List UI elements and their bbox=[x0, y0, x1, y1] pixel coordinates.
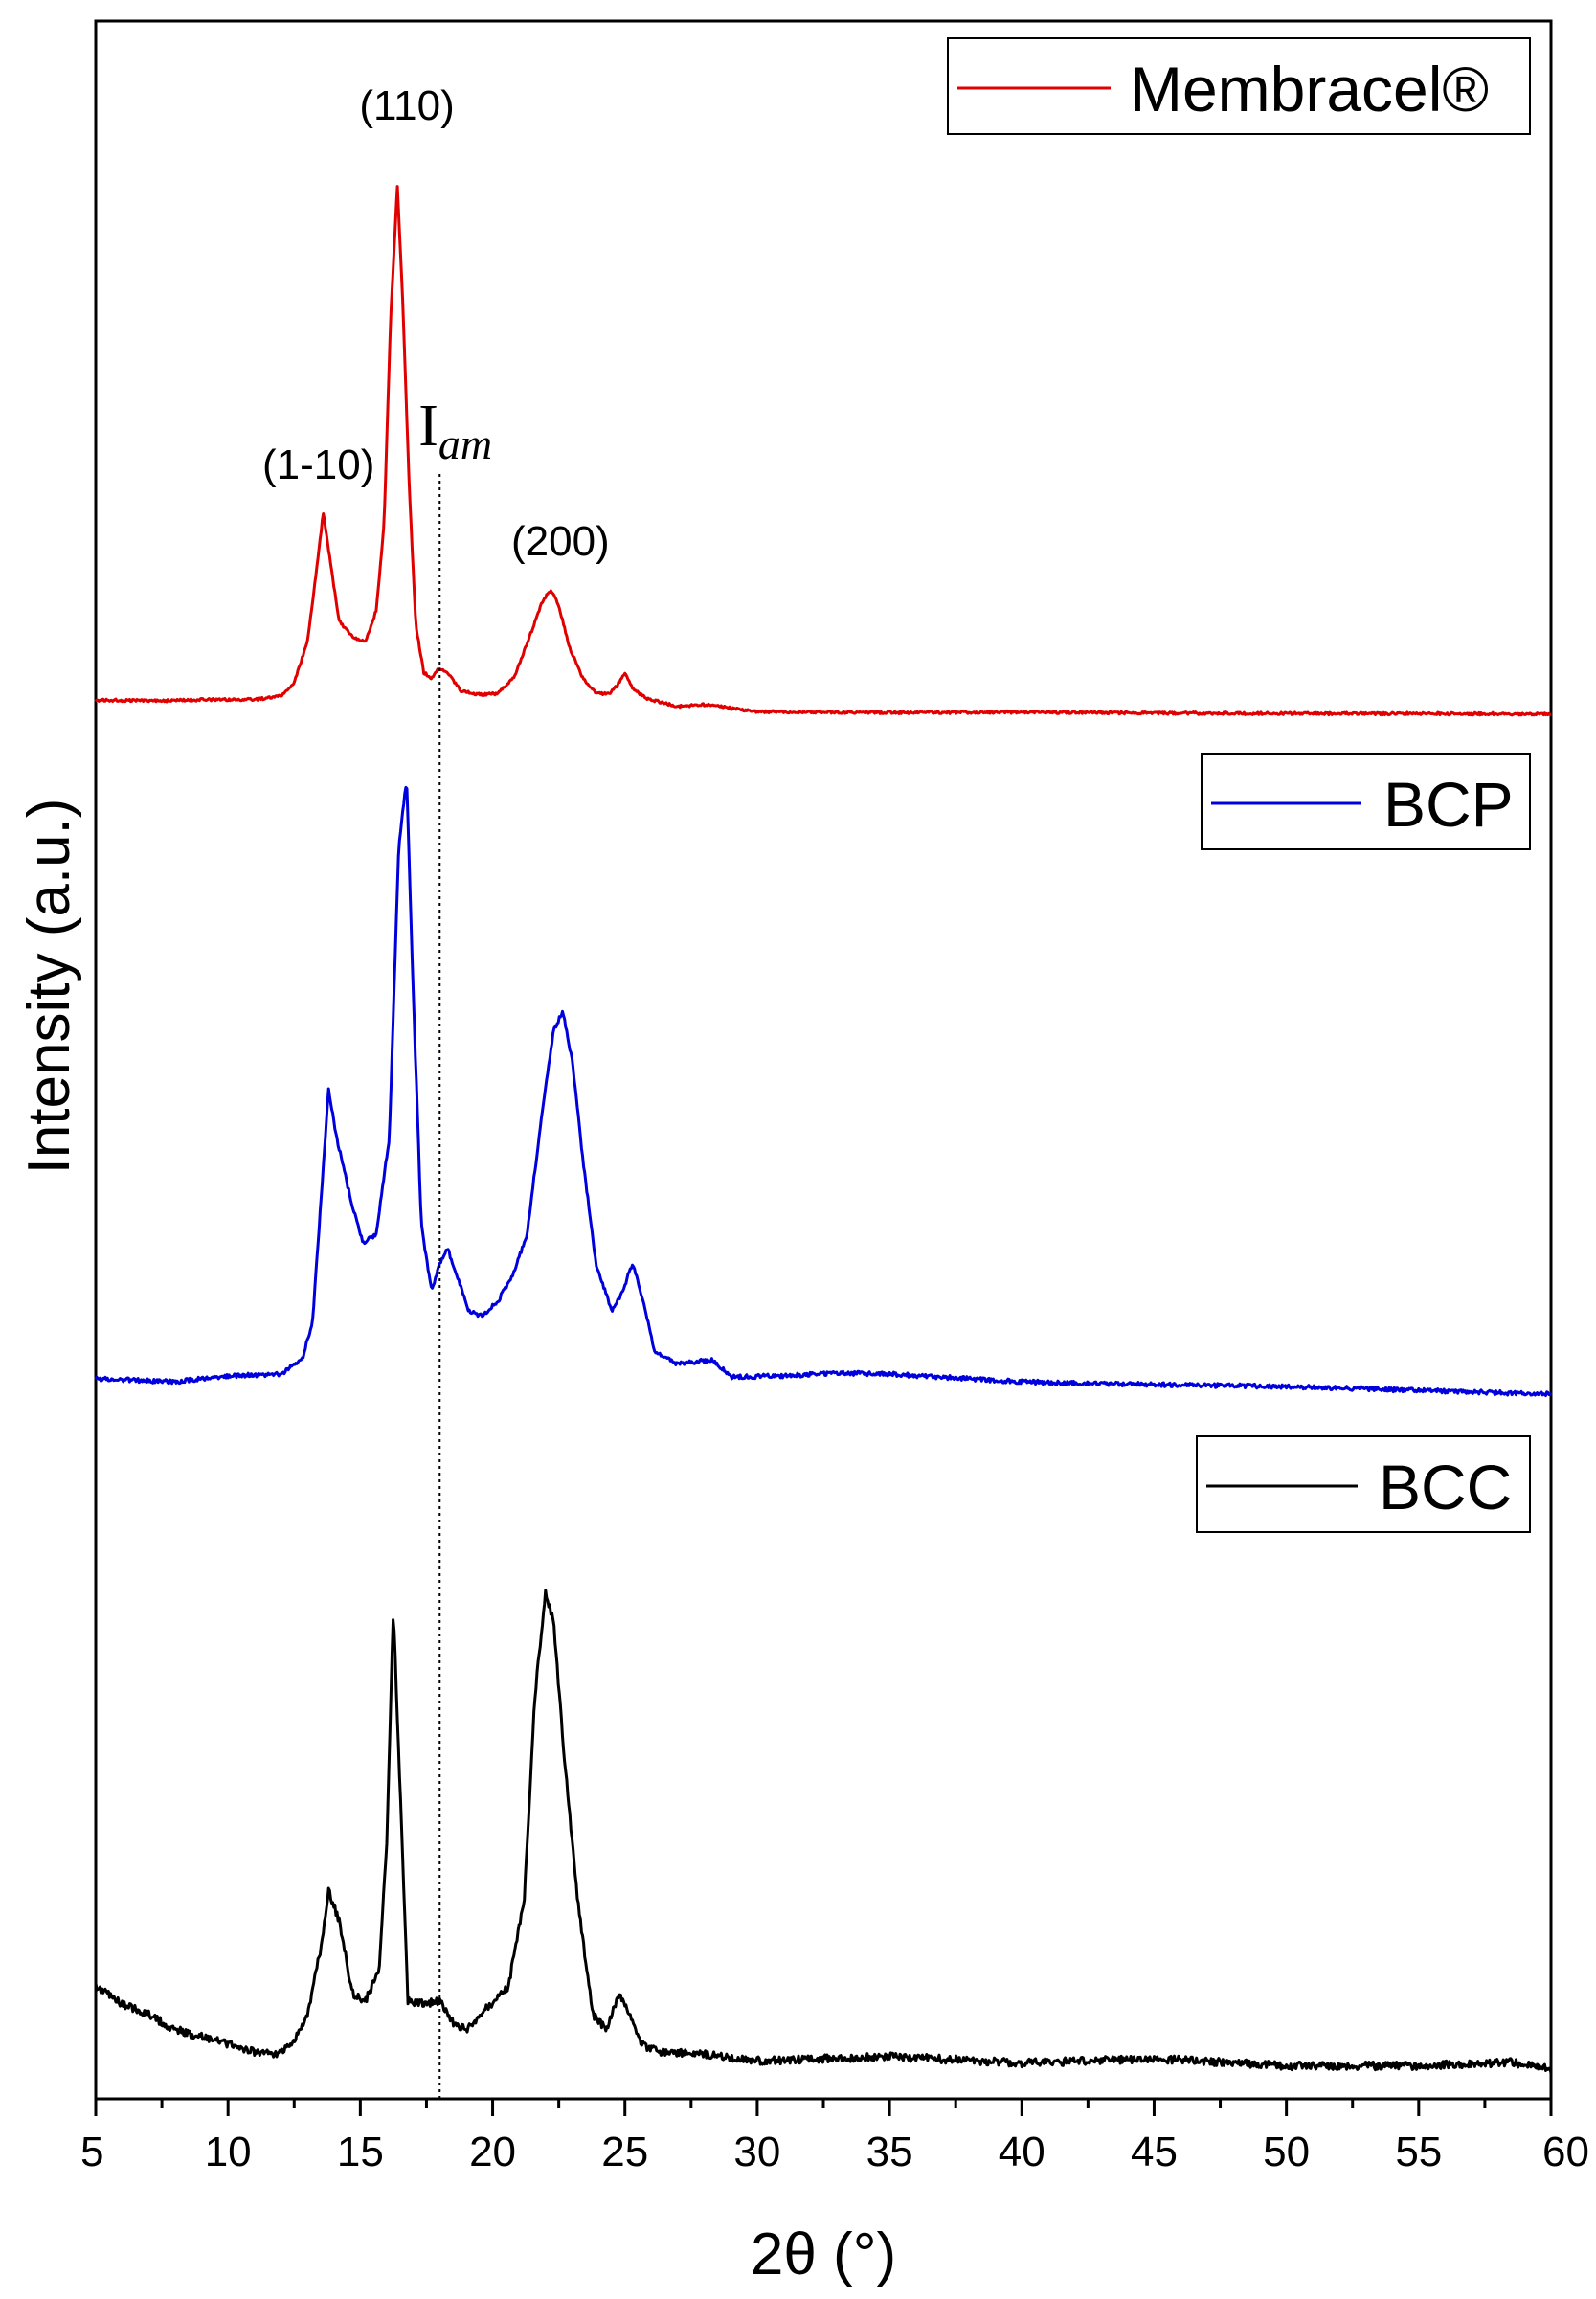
x-axis: 5 10 15 20 25 30 35 40 45 50 55 60 bbox=[80, 2099, 1589, 2175]
peak-label-1-10: (1-10) bbox=[262, 441, 374, 488]
x-tick-label: 35 bbox=[866, 2129, 913, 2175]
series-line-bcp bbox=[94, 785, 1553, 1397]
y-axis-title: Intensity (a.u.) bbox=[16, 799, 82, 1175]
x-tick-label: 40 bbox=[999, 2129, 1045, 2175]
peak-label-200: (200) bbox=[511, 518, 610, 565]
legend-membracel: Membracel® bbox=[947, 37, 1531, 135]
legend-label-bcp: BCP bbox=[1383, 769, 1514, 840]
series-line-bcc bbox=[94, 1589, 1553, 2074]
x-tick-label: 10 bbox=[205, 2129, 252, 2175]
amorphous-intensity-subscript: am bbox=[438, 419, 492, 468]
amorphous-intensity-label: Iam bbox=[418, 394, 492, 468]
x-tick-label: 30 bbox=[733, 2129, 780, 2175]
legend-box-membracel bbox=[947, 37, 1531, 135]
x-tick-label: 55 bbox=[1395, 2129, 1442, 2175]
legend-bcc: BCC bbox=[1196, 1435, 1531, 1533]
amorphous-intensity-symbol: I bbox=[418, 394, 438, 459]
series-layer bbox=[94, 185, 1553, 2074]
legend-box-bcp bbox=[1201, 753, 1531, 850]
peak-label-110: (110) bbox=[359, 82, 454, 129]
x-tick-label: 20 bbox=[469, 2129, 516, 2175]
plot-frame bbox=[94, 19, 1553, 2101]
x-tick-label: 60 bbox=[1542, 2129, 1589, 2175]
legend-label-bcc: BCC bbox=[1379, 1452, 1512, 1522]
x-tick-label: 45 bbox=[1131, 2129, 1178, 2175]
x-tick-label: 5 bbox=[80, 2129, 103, 2175]
legend-label-membracel: Membracel® bbox=[1130, 54, 1489, 124]
x-tick-label: 50 bbox=[1263, 2129, 1310, 2175]
x-tick-label: 25 bbox=[601, 2129, 648, 2175]
legend-bcp: BCP bbox=[1201, 753, 1531, 850]
x-tick-label: 15 bbox=[337, 2129, 384, 2175]
legend-box-bcc bbox=[1196, 1435, 1531, 1533]
x-axis-title: 2θ (°) bbox=[751, 2221, 896, 2288]
series-line-membracel bbox=[94, 185, 1552, 717]
